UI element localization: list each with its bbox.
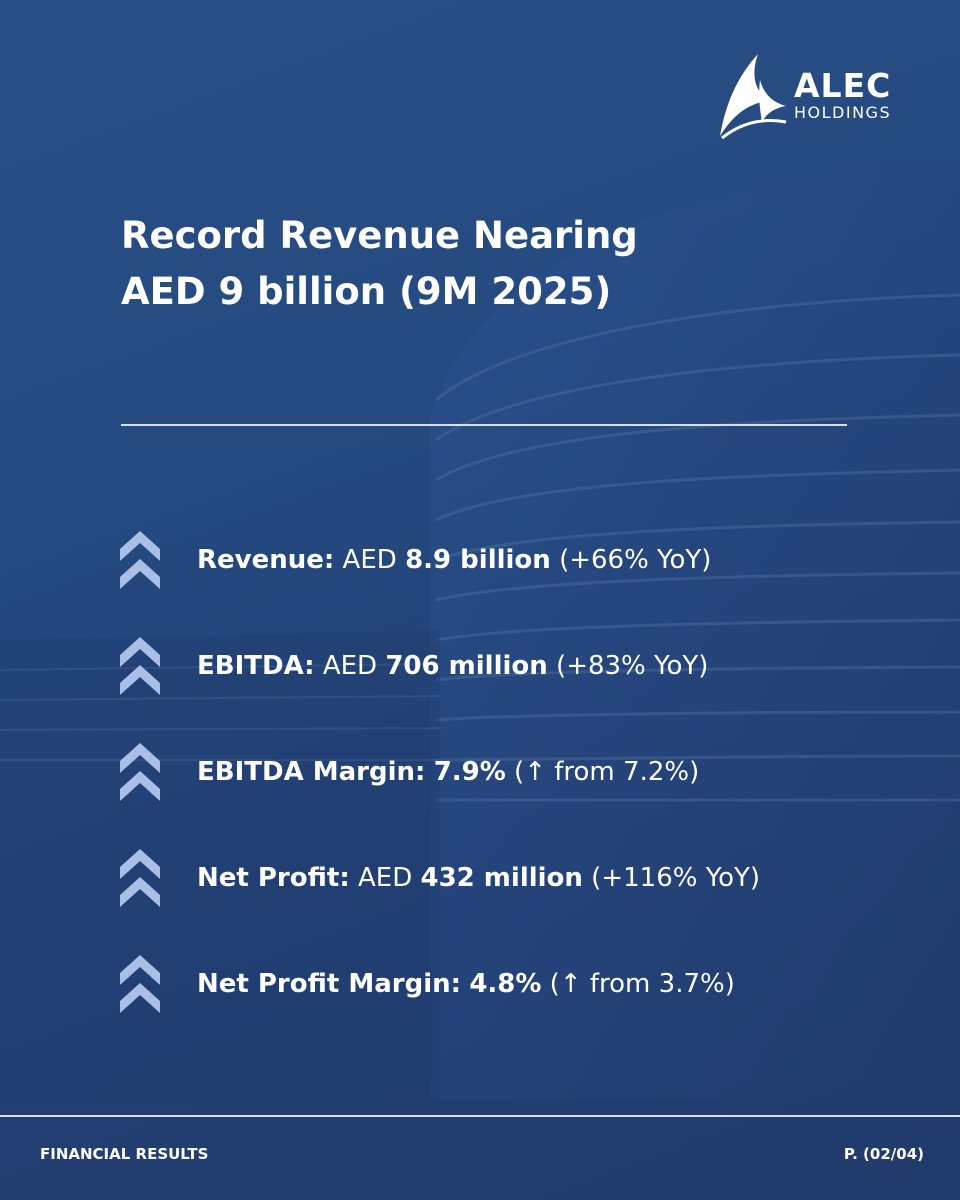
metric-net-profit-margin: Net Profit Margin: 4.8% (↑ from 3.7%) — [120, 952, 735, 1016]
page-title: Record Revenue Nearing AED 9 billion (9M… — [121, 208, 841, 320]
footer-section-label: FINANCIAL RESULTS — [40, 1145, 209, 1163]
metric-prefix: AED — [334, 545, 406, 575]
sail-logo-icon — [720, 54, 787, 140]
brand-subtitle: HOLDINGS — [794, 103, 892, 122]
metric-label: Net Profit Margin: — [197, 969, 462, 999]
metric-label: Net Profit: — [197, 863, 350, 893]
metric-value: 8.9 billion — [405, 545, 551, 575]
metric-value: 432 million — [420, 863, 583, 893]
metric-note: (+83% YoY) — [547, 651, 709, 681]
page-number: P. (02/04) — [843, 1145, 924, 1163]
metric-value: 7.9% — [433, 757, 506, 787]
double-chevron-up-icon — [120, 955, 160, 1013]
title-line-2: AED 9 billion (9M 2025) — [121, 270, 612, 313]
double-chevron-up-icon — [120, 743, 160, 801]
double-chevron-up-icon — [120, 637, 160, 695]
title-divider — [121, 424, 847, 426]
brand-logo: ALEC HOLDINGS — [716, 50, 916, 142]
title-line-1: Record Revenue Nearing — [121, 214, 638, 257]
double-chevron-up-icon — [120, 849, 160, 907]
metric-label: EBITDA Margin: — [197, 757, 426, 787]
footer-divider — [0, 1115, 960, 1117]
metric-note: (+116% YoY) — [582, 863, 761, 893]
metric-net-profit: Net Profit: AED 432 million (+116% YoY) — [120, 846, 760, 910]
metric-ebitda: EBITDA: AED 706 million (+83% YoY) — [120, 634, 708, 698]
metric-prefix: AED — [314, 651, 386, 681]
metric-note: (↑ from 7.2%) — [505, 757, 700, 787]
metric-value: 4.8% — [469, 969, 542, 999]
metric-value: 706 million — [385, 651, 548, 681]
metric-prefix — [425, 757, 433, 787]
metric-revenue: Revenue: AED 8.9 billion (+66% YoY) — [120, 528, 711, 592]
double-chevron-up-icon — [120, 531, 160, 589]
metric-note: (↑ from 3.7%) — [541, 969, 735, 999]
brand-name: ALEC — [794, 66, 892, 105]
metric-label: EBITDA: — [197, 651, 315, 681]
metric-prefix: AED — [349, 863, 421, 893]
metric-note: (+66% YoY) — [550, 545, 712, 575]
metric-ebitda-margin: EBITDA Margin: 7.9% (↑ from 7.2%) — [120, 740, 699, 804]
metric-label: Revenue: — [197, 545, 335, 575]
